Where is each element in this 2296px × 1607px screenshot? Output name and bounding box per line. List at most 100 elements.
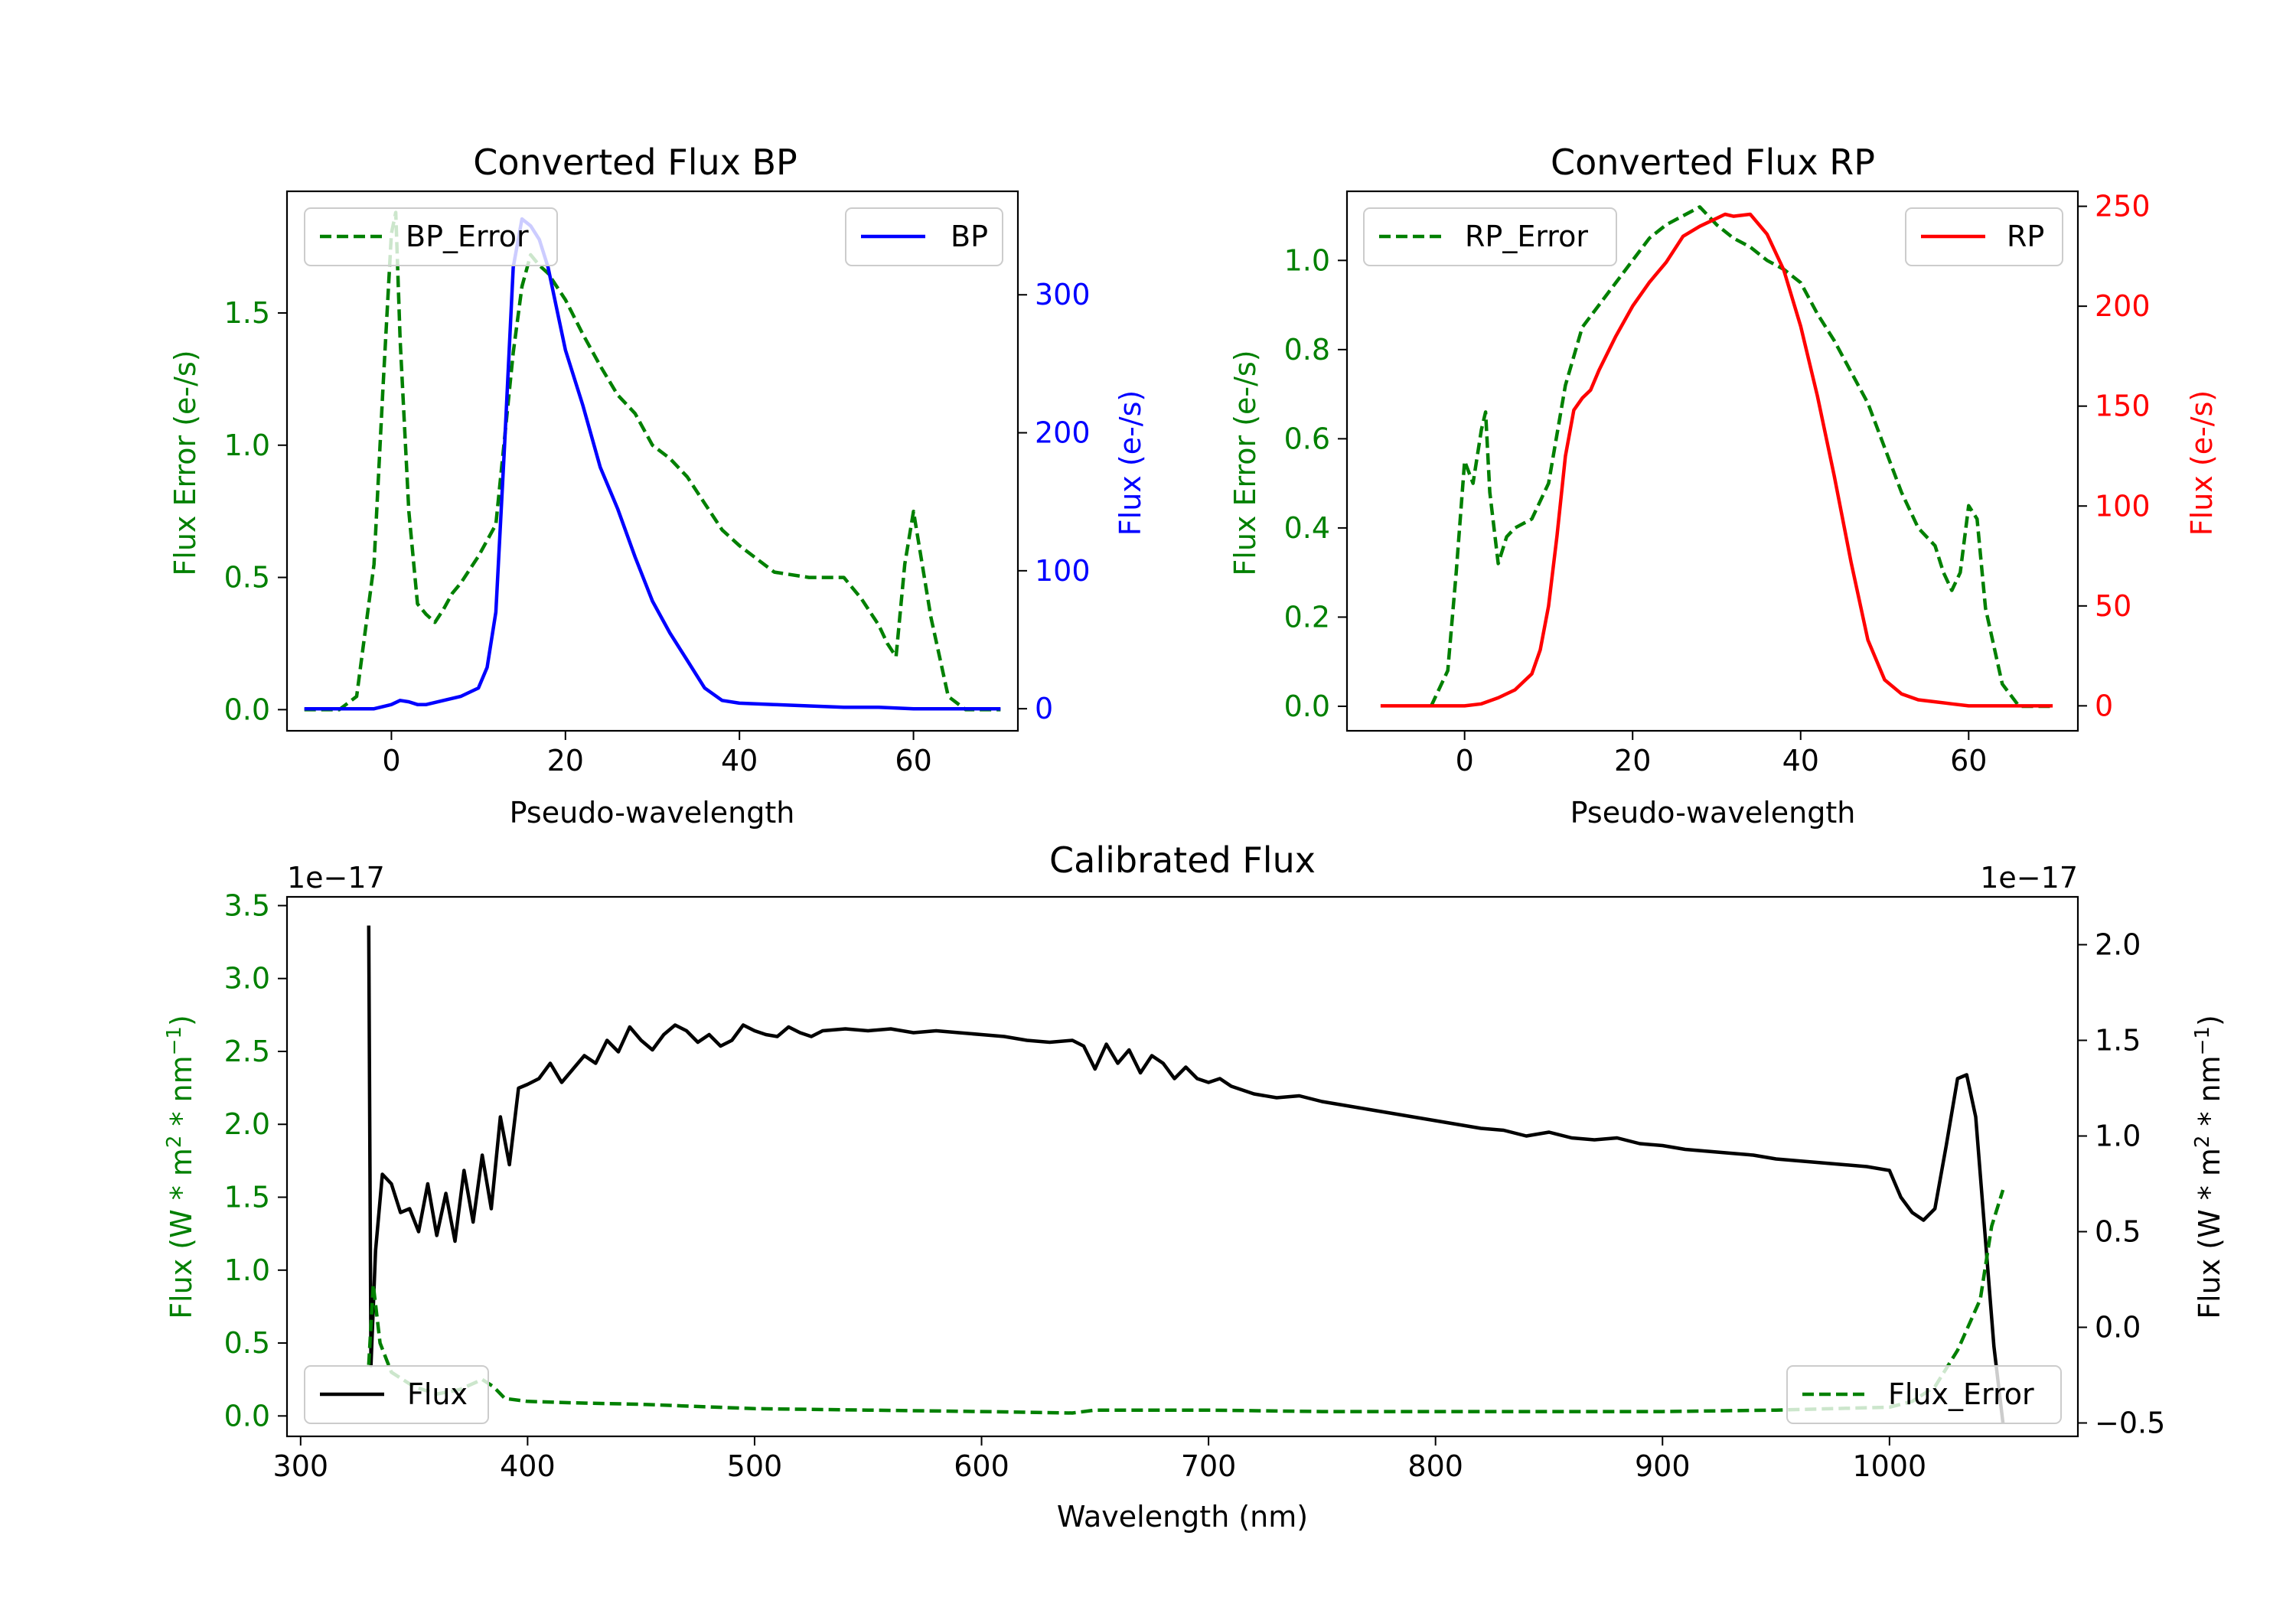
chart-rp: Converted Flux RP 0 20 40 60 0.00.20.40.60.… — [1228, 142, 2219, 830]
cal-xtick-label: 500 — [727, 1449, 783, 1483]
rp-ytick-left-label: 0.8 — [1284, 333, 1330, 367]
bp-y-axis-left: 0.0 0.5 1.0 1.5 — [224, 296, 287, 726]
bp-ytick-left-label: 0.5 — [224, 561, 270, 595]
cal-ytick-left-label: 3.0 — [224, 962, 270, 996]
rp-ytick-right-label: 50 — [2095, 589, 2131, 623]
cal-ytick-right-label: 0.0 — [2095, 1311, 2141, 1345]
cal-ytick-right-label: 1.0 — [2095, 1120, 2141, 1153]
calibrated-y-axis-right: −0.5 0.0 0.5 1.0 1.5 2.0 — [2078, 928, 2165, 1440]
cal-xtick-label: 1000 — [1852, 1449, 1926, 1483]
cal-series-flux-line — [367, 925, 2005, 1423]
bp-legend-error-label: BP_Error — [406, 220, 529, 253]
rp-ytick-right-label: 0 — [2095, 689, 2113, 722]
cal-xtick-label: 800 — [1407, 1449, 1463, 1483]
bp-series-bp-line — [304, 217, 1001, 711]
calibrated-x-axis-label: Wavelength (nm) — [1057, 1500, 1308, 1534]
cal-ytick-left-label: 3.5 — [224, 888, 270, 922]
calibrated-x-axis: 300 400 500 600 700 800 900 1000 — [273, 1436, 1926, 1483]
bp-legend-error-box — [304, 207, 558, 266]
bp-plot-area — [304, 210, 1001, 712]
bp-axes-frame — [285, 190, 1019, 732]
cal-ytick-left-label: 0.0 — [224, 1399, 270, 1433]
bp-xtick-label: 0 — [382, 744, 400, 777]
rp-y-axis-left: 0.0 0.2 0.4 0.6 0.8 1.0 — [1284, 243, 1347, 723]
calibrated-y-axis-right-label: Flux (W * m2 * nm−1) — [2191, 1015, 2226, 1319]
calibrated-y-axis-left: 0.0 0.5 1.0 1.5 2.0 2.5 3.0 3.5 — [224, 888, 287, 1433]
bp-ytick-right-label: 200 — [1035, 416, 1091, 450]
cal-xtick-label: 300 — [273, 1449, 329, 1483]
chart-bp: Converted Flux BP 0 20 40 60 0.0 0.5 1.0 1.5 0… — [168, 142, 1147, 830]
rp-ytick-left-label: 1.0 — [1284, 243, 1330, 277]
rp-ytick-left-label: 0.6 — [1284, 422, 1330, 455]
bp-legend-error: BP_Error — [304, 207, 558, 266]
rp-legend-error-label: RP_Error — [1465, 220, 1588, 253]
rp-x-axis: 0 20 40 60 — [1456, 731, 1987, 777]
cal-ytick-left-label: 1.5 — [224, 1181, 270, 1214]
bp-title: Converted Flux BP — [473, 142, 797, 183]
rp-xtick-label: 20 — [1614, 744, 1651, 777]
rp-ytick-right-label: 250 — [2095, 190, 2151, 223]
bp-ytick-right-label: 100 — [1035, 554, 1091, 588]
calibrated-offset-left: 1e−17 — [287, 861, 385, 895]
rp-series-rp-line — [1380, 212, 2053, 708]
bp-x-axis-label: Pseudo-wavelength — [510, 796, 795, 830]
calibrated-legend-flux: Flux — [304, 1365, 489, 1424]
rp-ytick-left-label: 0.0 — [1284, 689, 1330, 723]
rp-y-axis-right: 0 50 100 150 200 250 — [2078, 190, 2151, 722]
bp-series-bp-error-line — [304, 210, 1001, 712]
rp-xtick-label: 60 — [1950, 744, 1987, 777]
calibrated-axes-frame — [285, 895, 2079, 1438]
calibrated-legend-flux-label: Flux — [407, 1377, 468, 1411]
bp-y-axis-right: 0 100 200 300 — [1018, 278, 1091, 725]
bp-ytick-left-label: 1.5 — [224, 296, 270, 330]
rp-axes-frame — [1345, 190, 2079, 732]
rp-xtick-label: 0 — [1456, 744, 1474, 777]
bp-xtick-label: 40 — [721, 744, 758, 777]
calibrated-offset-right: 1e−17 — [1980, 861, 2078, 895]
bp-xtick-label: 20 — [547, 744, 584, 777]
calibrated-legend-error-label: Flux_Error — [1888, 1377, 2034, 1411]
cal-ytick-left-label: 2.5 — [224, 1035, 270, 1068]
cal-xtick-label: 400 — [500, 1449, 556, 1483]
cal-ytick-right-label: 1.5 — [2095, 1024, 2141, 1058]
bp-legend-flux-label: BP — [951, 220, 988, 253]
rp-title: Converted Flux RP — [1551, 142, 1875, 183]
rp-series-rp-error-line — [1429, 205, 2053, 709]
bp-legend-flux: BP — [845, 207, 1003, 266]
rp-ytick-right-label: 150 — [2095, 390, 2151, 423]
bp-ytick-right-label: 300 — [1035, 278, 1091, 311]
rp-ytick-right-label: 100 — [2095, 489, 2151, 523]
rp-legend-flux: RP — [1905, 207, 2063, 266]
cal-ytick-left-label: 1.0 — [224, 1253, 270, 1287]
cal-xtick-label: 700 — [1181, 1449, 1237, 1483]
rp-ytick-right-label: 200 — [2095, 289, 2151, 323]
cal-ytick-left-label: 0.5 — [224, 1326, 270, 1360]
bp-xtick-label: 60 — [895, 744, 931, 777]
calibrated-y-axis-left-label: Flux (W * m2 * nm−1) — [163, 1015, 198, 1319]
cal-ytick-right-label: 0.5 — [2095, 1215, 2141, 1249]
bp-ytick-right-label: 0 — [1035, 692, 1053, 725]
rp-y-axis-right-label: Flux (e-/s) — [2185, 390, 2219, 536]
calibrated-title: Calibrated Flux — [1049, 839, 1316, 881]
cal-ytick-right-label: 2.0 — [2095, 928, 2141, 962]
rp-x-axis-label: Pseudo-wavelength — [1570, 796, 1856, 830]
rp-legend-flux-label: RP — [2007, 220, 2044, 253]
rp-y-axis-left-label: Flux Error (e-/s) — [1228, 350, 1262, 575]
bp-ytick-left-label: 1.0 — [224, 429, 270, 462]
bp-y-axis-right-label: Flux (e-/s) — [1114, 390, 1147, 536]
cal-ytick-left-label: 2.0 — [224, 1107, 270, 1141]
calibrated-legend-error: Flux_Error — [1786, 1365, 2062, 1424]
rp-plot-area — [1380, 205, 2053, 709]
cal-xtick-label: 900 — [1635, 1449, 1691, 1483]
rp-ytick-left-label: 0.2 — [1284, 600, 1330, 634]
rp-legend-error-box — [1363, 207, 1617, 266]
cal-ytick-right-label: −0.5 — [2095, 1407, 2165, 1440]
bp-ytick-left-label: 0.0 — [224, 693, 270, 726]
bp-x-axis: 0 20 40 60 — [382, 731, 932, 777]
calibrated-legend-flux-box — [304, 1365, 489, 1424]
rp-ytick-left-label: 0.4 — [1284, 511, 1330, 545]
rp-xtick-label: 40 — [1782, 744, 1819, 777]
bp-y-axis-left-label: Flux Error (e-/s) — [168, 350, 202, 575]
